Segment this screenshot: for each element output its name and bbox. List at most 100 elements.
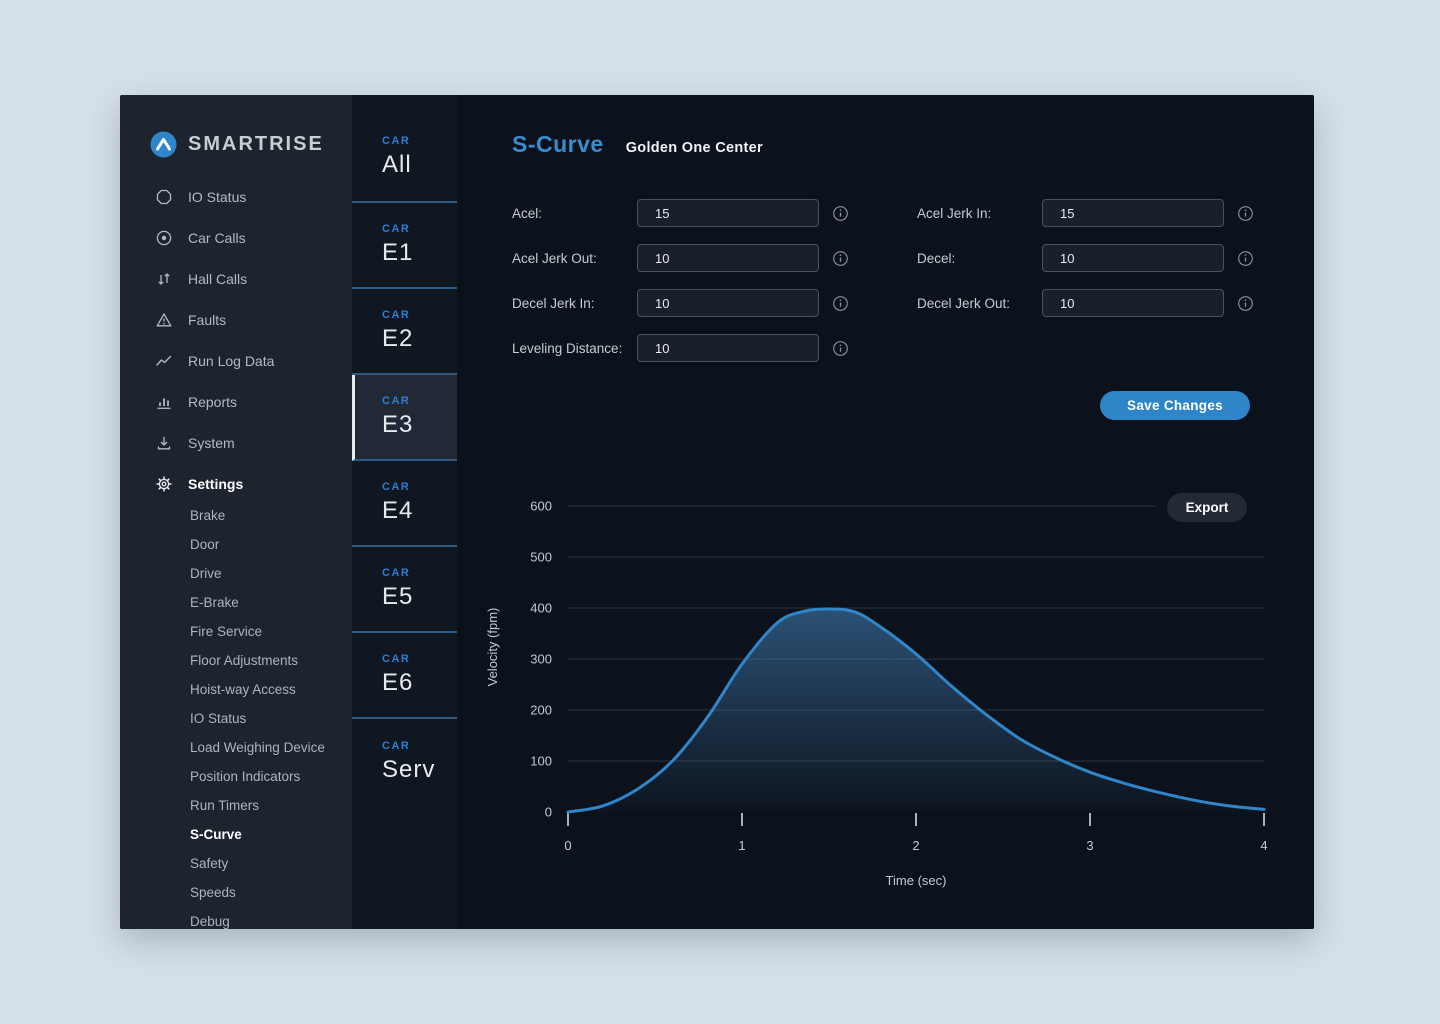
leveling-distance-input[interactable] xyxy=(637,334,819,362)
car-tab-prefix: CAR xyxy=(382,135,411,147)
car-tab-prefix: CAR xyxy=(382,567,411,579)
submenu-item-load-weighing-device[interactable]: Load Weighing Device xyxy=(190,740,325,755)
faults-icon xyxy=(154,310,173,329)
car-tab-all[interactable]: CAR All xyxy=(352,95,457,203)
submenu-item-hoist-way-access[interactable]: Hoist-way Access xyxy=(190,682,296,697)
car-tab-e3[interactable]: CAR E3 xyxy=(352,375,457,461)
form-row-decel: Decel: xyxy=(917,244,1254,272)
sidebar-item-car-calls[interactable]: Car Calls xyxy=(120,217,352,258)
form-row-acel-jerk-in: Acel Jerk In: xyxy=(917,199,1254,227)
save-changes-button[interactable]: Save Changes xyxy=(1100,391,1250,420)
car-tab-prefix: CAR xyxy=(382,740,411,752)
decel-jerk-out-input[interactable] xyxy=(1042,289,1224,317)
sidebar-item-label: Run Log Data xyxy=(188,352,275,369)
submenu-item-drive[interactable]: Drive xyxy=(190,566,222,581)
info-icon[interactable] xyxy=(1237,205,1254,222)
sidebar-item-label: Faults xyxy=(188,311,227,328)
field-label: Decel: xyxy=(917,250,956,266)
decel-input[interactable] xyxy=(1042,244,1224,272)
decel-jerk-in-input[interactable] xyxy=(637,289,819,317)
settings-submenu: Brake Door Drive E-Brake Fire Service Fl… xyxy=(120,501,352,929)
sidebar: SMARTRISE IO Status Car Calls xyxy=(120,95,352,929)
sidebar-item-settings[interactable]: Settings xyxy=(120,463,352,504)
system-icon xyxy=(154,433,173,452)
car-calls-icon xyxy=(154,228,173,247)
car-tab-label: E5 xyxy=(382,583,414,610)
acel-input[interactable] xyxy=(637,199,819,227)
sidebar-item-system[interactable]: System xyxy=(120,422,352,463)
info-icon[interactable] xyxy=(832,205,849,222)
brand-logo: SMARTRISE xyxy=(150,131,324,158)
info-icon[interactable] xyxy=(1237,250,1254,267)
submenu-item-e-brake[interactable]: E-Brake xyxy=(190,595,239,610)
acel-jerk-in-input[interactable] xyxy=(1042,199,1224,227)
form-row-decel-jerk-out: Decel Jerk Out: xyxy=(917,289,1254,317)
submenu-item-floor-adjustments[interactable]: Floor Adjustments xyxy=(190,653,299,668)
car-tab-e2[interactable]: CAR E2 xyxy=(352,289,457,375)
submenu-item-s-curve[interactable]: S-Curve xyxy=(190,827,242,842)
sidebar-item-hall-calls[interactable]: Hall Calls xyxy=(120,258,352,299)
form-row-leveling-distance: Leveling Distance: xyxy=(512,334,849,362)
field-label: Decel Jerk In: xyxy=(512,295,595,311)
car-tab-label: E6 xyxy=(382,669,414,696)
svg-text:3: 3 xyxy=(1086,838,1093,853)
sidebar-item-faults[interactable]: Faults xyxy=(120,299,352,340)
car-tab-label: All xyxy=(382,151,412,178)
svg-text:600: 600 xyxy=(530,499,552,514)
submenu-item-run-timers[interactable]: Run Timers xyxy=(190,798,260,813)
svg-text:300: 300 xyxy=(530,652,552,667)
svg-text:2: 2 xyxy=(912,838,919,853)
svg-text:200: 200 xyxy=(530,703,552,718)
field-label: Leveling Distance: xyxy=(512,340,623,356)
submenu-item-door[interactable]: Door xyxy=(190,537,220,552)
car-tab-e4[interactable]: CAR E4 xyxy=(352,461,457,547)
submenu-item-brake[interactable]: Brake xyxy=(190,508,226,523)
svg-text:Velocity (fpm): Velocity (fpm) xyxy=(485,608,500,687)
svg-text:100: 100 xyxy=(530,754,552,769)
svg-text:400: 400 xyxy=(530,601,552,616)
form-row-acel: Acel: xyxy=(512,199,849,227)
io-status-icon xyxy=(154,187,173,206)
s-curve-chart: 0 100 200 300 400 500 600 0 1 2 3 4 Time (sec) Veloci… xyxy=(485,499,1268,889)
sidebar-item-label: Hall Calls xyxy=(188,270,248,287)
submenu-item-fire-service[interactable]: Fire Service xyxy=(190,624,263,639)
submenu-item-io-status[interactable]: IO Status xyxy=(190,711,247,726)
field-label: Acel Jerk In: xyxy=(917,205,992,221)
sidebar-item-reports[interactable]: Reports xyxy=(120,381,352,422)
form-column-left: Acel: Acel Jerk Out: Decel Jerk In: xyxy=(512,199,849,379)
submenu-item-position-indicators[interactable]: Position Indicators xyxy=(190,769,301,784)
acel-jerk-out-input[interactable] xyxy=(637,244,819,272)
settings-icon xyxy=(154,474,173,493)
sidebar-item-label: System xyxy=(188,434,235,451)
chart-render-layer: 0 100 200 300 400 500 600 0 1 2 3 4 Time (sec) Veloci… xyxy=(485,499,1268,889)
export-button[interactable]: Export xyxy=(1167,493,1247,522)
car-tab-label: Serv xyxy=(382,756,436,783)
page-header: S-Curve Golden One Center xyxy=(512,131,763,158)
info-icon[interactable] xyxy=(832,250,849,267)
svg-text:4: 4 xyxy=(1260,838,1267,853)
sidebar-item-run-log-data[interactable]: Run Log Data xyxy=(120,340,352,381)
car-tab-label: E4 xyxy=(382,497,414,524)
svg-text:1: 1 xyxy=(738,838,745,853)
submenu-item-debug[interactable]: Debug xyxy=(190,914,230,929)
field-label: Acel: xyxy=(512,205,543,221)
svg-text:Time (sec): Time (sec) xyxy=(886,873,947,888)
car-tab-serv[interactable]: CAR Serv xyxy=(352,719,457,805)
sidebar-item-label: Settings xyxy=(188,475,244,492)
car-tab-prefix: CAR xyxy=(382,223,411,235)
svg-text:0: 0 xyxy=(564,838,571,853)
car-tab-e5[interactable]: CAR E5 xyxy=(352,547,457,633)
info-icon[interactable] xyxy=(832,340,849,357)
submenu-item-speeds[interactable]: Speeds xyxy=(190,885,236,900)
sidebar-item-io-status[interactable]: IO Status xyxy=(120,176,352,217)
submenu-item-safety[interactable]: Safety xyxy=(190,856,229,871)
info-icon[interactable] xyxy=(832,295,849,312)
sidebar-item-label: Reports xyxy=(188,393,238,410)
car-tab-e6[interactable]: CAR E6 xyxy=(352,633,457,719)
job-name: Golden One Center xyxy=(625,140,763,156)
car-tab-e1[interactable]: CAR E1 xyxy=(352,203,457,289)
sidebar-item-label: IO Status xyxy=(188,188,247,205)
brand-name: SMARTRISE xyxy=(188,133,324,155)
info-icon[interactable] xyxy=(1237,295,1254,312)
form-row-decel-jerk-in: Decel Jerk In: xyxy=(512,289,849,317)
